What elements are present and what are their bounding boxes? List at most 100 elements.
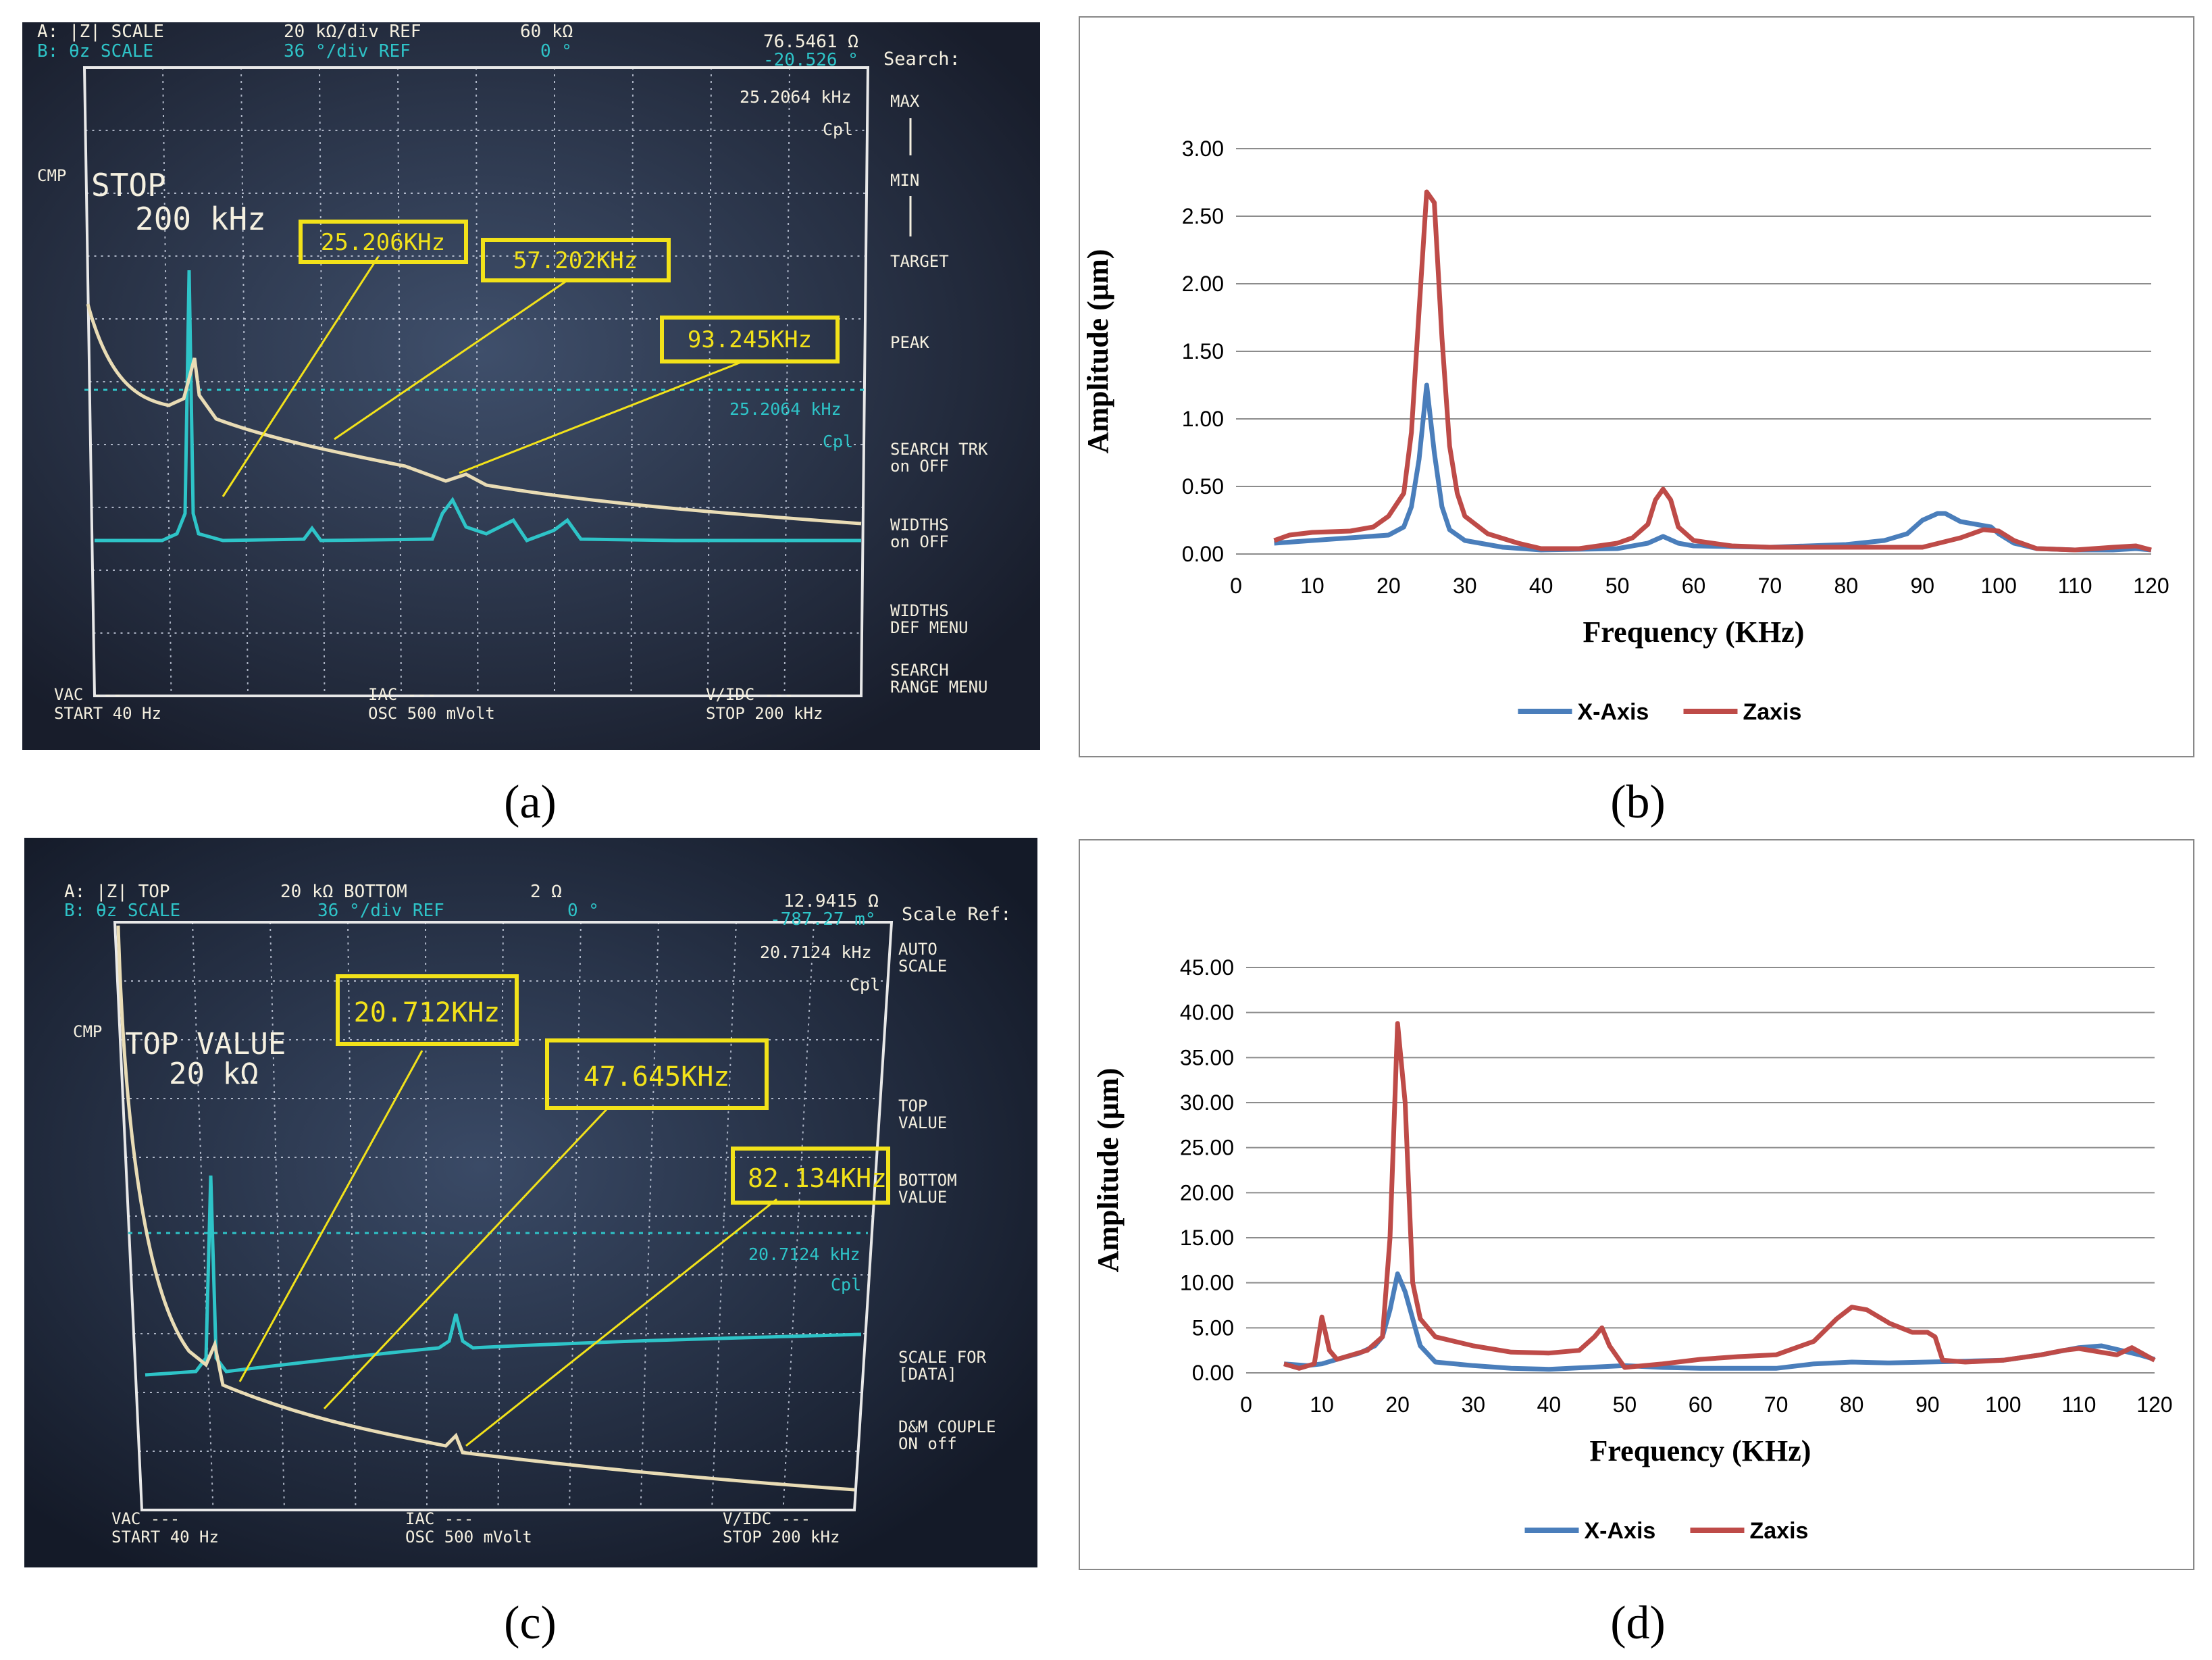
screen-a-foot-m1: IAC --- [368, 685, 436, 704]
screen-a-impedance-trace [86, 303, 862, 526]
screen-c-foot-m1: IAC --- [405, 1509, 473, 1528]
x-tick-label: 110 [2061, 1392, 2096, 1417]
screen-a-hdr-l1: A: |Z| SCALE [37, 22, 164, 42]
y-tick-label: 1.00 [1182, 407, 1224, 431]
y-axis-title: Amplitude (µm) [1091, 1068, 1125, 1273]
x-axis-title: Frequency (KHz) [1590, 1434, 1811, 1467]
x-tick-label: 0 [1230, 574, 1242, 598]
callout-box [336, 974, 519, 1046]
chart-d-frame [1079, 839, 2194, 1570]
screen-a-marker-freq-mid: 25.2064 kHz [729, 399, 842, 419]
screen-c-big-line1: TOP VALUE [125, 1027, 286, 1061]
y-tick-label: 30.00 [1180, 1090, 1234, 1115]
softkey-label: WIDTHS [890, 601, 949, 620]
x-tick-label: 70 [1758, 574, 1782, 598]
x-tick-label: 100 [1985, 1392, 2021, 1417]
screen-a-foot-r2: STOP 200 kHz [706, 704, 823, 723]
softkey-label: WIDTHS [890, 515, 949, 534]
screen-a-hdr-l2b: 36 °/div REF [284, 41, 411, 61]
x-tick-label: 40 [1529, 574, 1553, 598]
screen-c-impedance-trace [116, 925, 855, 1492]
y-tick-label: 40.00 [1180, 1001, 1234, 1025]
softkey-label: SCALE [898, 957, 947, 976]
x-tick-label: 120 [2136, 1392, 2172, 1417]
screen-c-big-line2: 20 kΩ [169, 1057, 258, 1091]
panel-d-chart: 0.00 5.00 10.00 15.00 20.00 25.00 30.00 35.00 40… [1079, 839, 2194, 1570]
screen-a-foot-l2: START 40 Hz [54, 704, 161, 723]
screen-c-hdr-val1: 12.9415 Ω [783, 891, 879, 911]
callout-box [660, 316, 840, 363]
panel-c-photo: A: |Z| TOP 20 kΩ BOTTOM 2 Ω B: θz SCALE … [24, 838, 1037, 1567]
series-line-zaxis [1273, 189, 2152, 553]
x-tick-label: 20 [1377, 574, 1401, 598]
screen-c-callouts: 20.712KHz 47.645KHz 82.134KHz [238, 974, 890, 1447]
softkey-label: SEARCH TRK [890, 440, 988, 459]
callout-arrow [334, 279, 568, 441]
y-tick-label: 3.00 [1182, 136, 1224, 161]
y-tick-label: 0.00 [1192, 1361, 1234, 1385]
x-tick-label: 70 [1764, 1392, 1789, 1417]
screen-c-plot-border [113, 921, 894, 1511]
screen-a-callouts: 25.206KHz 57.202KHz 93.245KHz [222, 220, 840, 497]
screen-a-hdr-l2c: 0 ° [540, 41, 572, 61]
screen-a-foot-r1: V/IDC --- [706, 685, 794, 704]
caption-a: (a) [504, 776, 557, 828]
softkey-label: D&M COUPLE [898, 1417, 996, 1436]
callout-label: 25.206KHz [321, 229, 445, 256]
series-line-zaxis [1283, 1021, 2156, 1371]
callout-arrow [465, 1198, 777, 1447]
screen-c-hdr-val2: -787.27 m° [770, 909, 876, 930]
callout-arrow [222, 256, 380, 497]
caption-c: (c) [504, 1597, 557, 1649]
screen-a-hdr-l1c: 60 kΩ [520, 22, 573, 42]
callout-label: 82.134KHz [748, 1163, 887, 1193]
screen-a-softkey-title: Search: [883, 49, 960, 70]
screen-c-marker-cpl-mid: Cpl [831, 1275, 861, 1294]
softkey-label: on OFF [890, 457, 949, 476]
screen-c-hdr-l2c: 0 ° [567, 901, 599, 921]
screen-c-foot-r2: STOP 200 kHz [723, 1528, 840, 1546]
callout-box [481, 238, 671, 282]
screen-a-foot-l1: VAC --- [54, 685, 122, 704]
screen-a-foot-m2: OSC 500 mVolt [368, 704, 495, 723]
y-tick-label: 2.00 [1182, 272, 1224, 296]
x-tick-label: 110 [2058, 574, 2092, 598]
y-tick-label: 35.00 [1180, 1045, 1234, 1070]
panel-a-photo: A: |Z| SCALE 20 kΩ/div REF 60 kΩ B: θz S… [22, 22, 1040, 750]
softkey-label: VALUE [898, 1188, 947, 1207]
callout-label: 20.712KHz [354, 997, 500, 1028]
softkey-label: SEARCH [890, 661, 949, 680]
y-tick-label: 0.00 [1182, 542, 1224, 566]
screen-c-cmp: CMP [73, 1022, 102, 1041]
x-tick-label: 30 [1453, 574, 1477, 598]
screen-a-hdr-l1b: 20 kΩ/div REF [284, 22, 421, 42]
softkey-label: TARGET [890, 252, 949, 271]
x-tick-label: 60 [1682, 574, 1706, 598]
callout-box [545, 1038, 769, 1110]
softkey-label: ON off [898, 1434, 957, 1453]
softkey-label: SCALE FOR [898, 1348, 987, 1367]
screen-c-phase-trace [145, 1175, 862, 1377]
legend-label: X-Axis [1585, 1518, 1656, 1544]
legend-label: X-Axis [1578, 699, 1649, 725]
screen-c-hdr-l1b: 20 kΩ BOTTOM [280, 882, 407, 902]
legend-label: Zaxis [1750, 1518, 1809, 1544]
y-tick-label: 45.00 [1180, 955, 1234, 980]
callout-label: 47.645KHz [584, 1061, 730, 1092]
y-tick-label: 2.50 [1182, 204, 1224, 228]
softkey-label: RANGE MENU [890, 678, 988, 697]
x-tick-label: 80 [1840, 1392, 1864, 1417]
screen-c-hdr-l1: A: |Z| TOP [64, 882, 170, 902]
x-tick-label: 120 [2133, 574, 2169, 598]
callout-arrow [323, 1107, 609, 1410]
y-tick-label: 10.00 [1180, 1271, 1234, 1295]
y-tick-label: 25.00 [1180, 1136, 1234, 1160]
callout-box [299, 220, 468, 264]
y-tick-label: 20.00 [1180, 1180, 1234, 1205]
callout-label: 57.202KHz [513, 247, 638, 274]
screen-a-phase-trace [95, 270, 861, 543]
screen-a-big-line2: 200 kHz [135, 201, 266, 237]
screen-c-marker-cpl-top: Cpl [850, 975, 880, 995]
